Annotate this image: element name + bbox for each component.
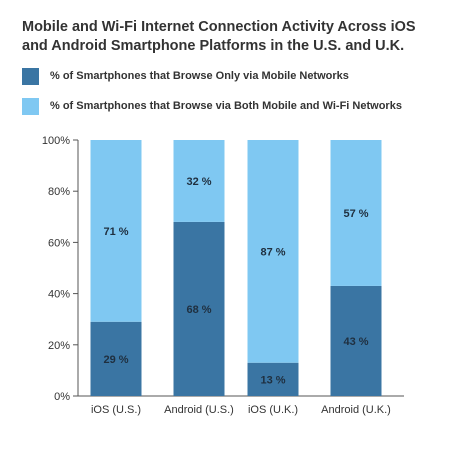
bar-segment — [90, 140, 142, 322]
y-tick-label: 40% — [48, 289, 70, 301]
bar-data-label: 71 % — [103, 226, 128, 238]
bar-segment — [247, 140, 299, 363]
bar-data-label: 68 % — [186, 304, 211, 316]
bar-data-label: 13 % — [260, 374, 285, 386]
legend-label-mobile-only: % of Smartphones that Browse Only via Mo… — [50, 70, 349, 82]
legend-item-mobile-only: % of Smartphones that Browse Only via Mo… — [22, 68, 442, 86]
bar-segment — [90, 321, 142, 396]
legend-label-mobile-and-wifi: % of Smartphones that Browse via Both Mo… — [50, 100, 402, 112]
bar-data-label: 29 % — [103, 354, 128, 366]
chart-title: Mobile and Wi-Fi Internet Connection Act… — [22, 19, 416, 54]
bar-data-label: 32 % — [186, 176, 211, 188]
bar-segment — [173, 221, 225, 396]
x-tick-label: Android (U.K.) — [321, 404, 391, 416]
bar-data-label: 43 % — [343, 336, 368, 348]
x-tick-label: iOS (U.K.) — [248, 404, 298, 416]
bar-data-label: 57 % — [343, 208, 368, 220]
bar-segment — [330, 285, 382, 396]
y-tick-label: 80% — [48, 186, 70, 198]
legend-swatch-mobile-only — [22, 68, 39, 85]
y-tick-label: 60% — [48, 237, 70, 249]
bar-segment — [173, 140, 225, 222]
bar-data-label: 87 % — [260, 246, 285, 258]
legend-item-mobile-and-wifi: % of Smartphones that Browse via Both Mo… — [22, 98, 442, 116]
x-tick-label: Android (U.S.) — [164, 404, 234, 416]
legend-swatch-mobile-and-wifi — [22, 98, 39, 115]
bar-segment — [330, 140, 382, 286]
bar-segment — [247, 362, 299, 396]
y-tick-label: 0% — [54, 391, 70, 403]
y-tick-label: 100% — [42, 135, 70, 147]
y-tick-label: 20% — [48, 340, 70, 352]
x-tick-label: iOS (U.S.) — [91, 404, 141, 416]
